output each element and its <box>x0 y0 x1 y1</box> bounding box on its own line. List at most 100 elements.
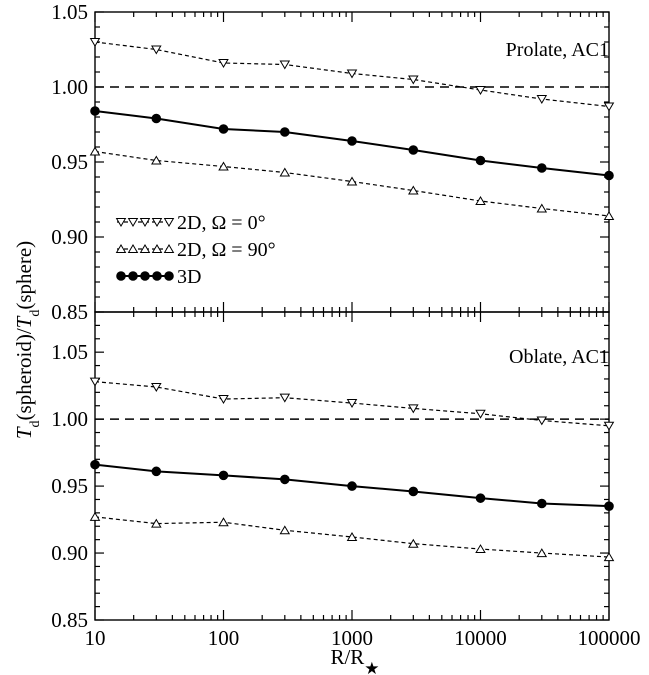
data-point <box>408 486 419 497</box>
data-point <box>536 94 548 104</box>
y-tick-label: 1.05 <box>51 340 88 364</box>
legend-label: 2D, Ω = 90° <box>177 239 276 261</box>
data-point <box>537 498 547 509</box>
data-point <box>218 161 229 171</box>
y-tick-label: 0.95 <box>51 150 88 174</box>
data-point <box>536 416 548 426</box>
data-point <box>151 45 162 55</box>
data-point <box>346 532 358 542</box>
data-point <box>151 518 162 528</box>
data-point <box>408 75 419 85</box>
panel-prolate-annotation: Prolate, AC1 <box>506 39 609 61</box>
legend-marker <box>151 217 163 227</box>
data-point <box>279 167 291 177</box>
series-1 <box>89 146 615 221</box>
data-point <box>408 185 419 195</box>
data-point <box>475 544 486 554</box>
data-point <box>279 525 291 535</box>
data-point <box>151 382 162 392</box>
data-point <box>604 170 614 181</box>
series-line <box>94 150 610 217</box>
y-tick-label: 1.00 <box>51 407 88 431</box>
series-2 <box>90 459 614 511</box>
legend-entry: 2D, Ω = 0° <box>115 212 266 234</box>
x-tick-label: 1000 <box>331 626 373 650</box>
data-point <box>89 146 101 156</box>
data-point <box>347 136 357 146</box>
legend: 2D, Ω = 0° 2D, Ω = 90° 3D <box>115 212 276 288</box>
data-point <box>280 127 290 137</box>
data-point <box>475 196 486 206</box>
data-point <box>475 155 486 166</box>
y-tick-label: 1.05 <box>51 0 88 24</box>
y-tick-label: 0.90 <box>51 541 88 565</box>
data-point <box>89 377 101 387</box>
y-axis-title: Td(spheroid)/Td(sphere) <box>12 241 43 439</box>
data-point <box>536 203 548 213</box>
data-point <box>408 404 419 414</box>
data-point <box>218 517 229 527</box>
data-point <box>89 511 101 521</box>
legend-marker <box>164 271 174 281</box>
x-tick-label: 100000 <box>578 626 641 650</box>
legend-marker <box>139 217 151 227</box>
data-point <box>218 58 229 68</box>
data-point <box>603 552 615 562</box>
legend-entry: 3D <box>116 266 201 288</box>
legend-marker <box>128 271 138 281</box>
series-1 <box>89 511 615 562</box>
panel-prolate: 0.85 0.90 0.95 1.00 1.05 <box>51 0 615 324</box>
data-point <box>151 155 162 165</box>
series-0 <box>89 37 615 112</box>
legend-marker <box>163 244 175 254</box>
x-tick-label: 100 <box>208 626 240 650</box>
series-line <box>94 381 610 427</box>
legend-marker <box>115 217 127 227</box>
y-tick-label: 0.85 <box>51 608 88 632</box>
series-2 <box>90 106 614 181</box>
panel-oblate: 0.85 0.90 0.95 1.00 1.05 10 100 1000 10000 100000 <box>51 311 641 650</box>
legend-marker <box>140 271 150 281</box>
legend-marker <box>139 244 151 254</box>
y-tick-label: 1.00 <box>51 75 88 99</box>
y-tick-label: 0.95 <box>51 474 88 498</box>
y-tick-label: 0.85 <box>51 300 88 324</box>
data-point <box>346 176 358 186</box>
data-point <box>218 124 229 134</box>
data-point <box>346 399 358 409</box>
legend-label: 3D <box>177 266 201 288</box>
data-point <box>90 459 100 470</box>
data-point <box>408 145 419 155</box>
data-point <box>279 60 291 70</box>
data-point <box>347 481 357 491</box>
data-point <box>537 163 547 173</box>
series-line <box>94 516 610 558</box>
legend-marker <box>127 217 139 227</box>
data-point <box>218 470 229 481</box>
y-tick-label: 0.90 <box>51 225 88 249</box>
legend-entry: 2D, Ω = 90° <box>115 239 276 261</box>
data-point <box>475 409 486 419</box>
data-point <box>475 85 486 95</box>
legend-marker <box>152 271 162 281</box>
data-point <box>603 421 615 431</box>
data-point <box>151 466 162 477</box>
data-point <box>346 69 358 79</box>
data-point <box>408 538 419 548</box>
panel-oblate-annotation: Oblate, AC1 <box>509 346 609 368</box>
legend-marker <box>127 244 139 254</box>
x-axis-title: R/R★ <box>330 645 379 675</box>
data-point <box>280 474 290 485</box>
data-point <box>475 493 486 503</box>
legend-marker <box>116 271 126 281</box>
legend-label: 2D, Ω = 0° <box>177 212 266 234</box>
legend-marker <box>163 217 175 227</box>
x-tick-label: 10 <box>85 626 106 650</box>
data-point <box>603 211 615 221</box>
data-point <box>151 113 162 124</box>
data-point <box>279 393 291 403</box>
data-point <box>89 37 101 47</box>
data-point <box>90 106 100 116</box>
x-tick-label: 10000 <box>454 626 507 650</box>
